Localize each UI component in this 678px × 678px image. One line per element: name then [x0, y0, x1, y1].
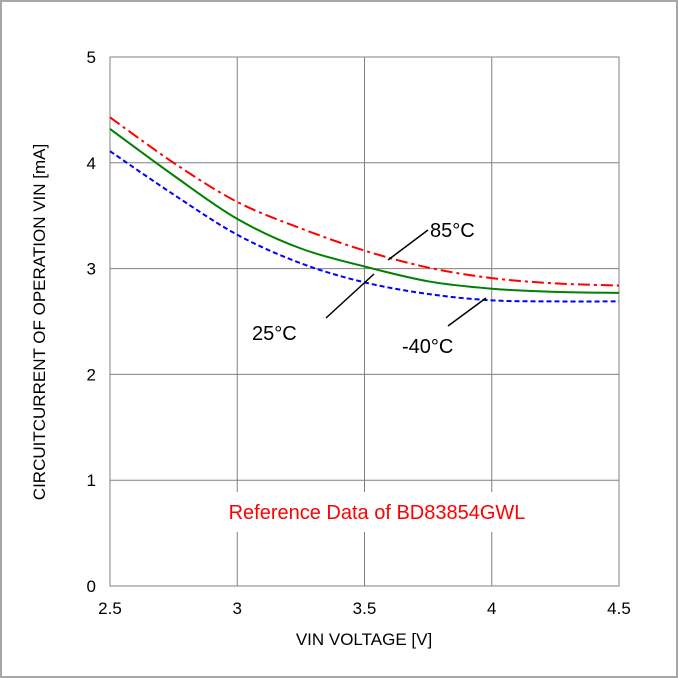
- annotation-leader-85c: [387, 229, 429, 261]
- series-line-25c: [109, 128, 620, 294]
- x-tick-labels: 2.5 3 3.5 4 4.5: [98, 599, 631, 618]
- annotation-85c: 85°C: [430, 220, 475, 242]
- x-axis-title: VIN VOLTAGE [V]: [296, 630, 432, 649]
- x-tick-label: 2.5: [98, 599, 122, 618]
- series-layer: [109, 116, 620, 303]
- series-line-minus40c: [109, 150, 620, 303]
- annotation-leader-25c: [325, 273, 375, 319]
- y-tick-label: 2: [87, 365, 96, 384]
- annotation-leader-minus40c: [447, 297, 487, 327]
- annotation-minus40c: -40°C: [402, 336, 453, 358]
- reference-label: Reference Data of BD83854GWL: [229, 502, 526, 524]
- y-tick-label: 3: [87, 260, 96, 279]
- y-tick-label: 1: [87, 471, 96, 490]
- series-line-85c: [109, 116, 620, 287]
- x-tick-label: 4.5: [607, 599, 631, 618]
- y-tick-labels: 0 1 2 3 4 5: [87, 48, 96, 596]
- x-tick-label: 3.5: [353, 599, 377, 618]
- x-tick-label: 3: [233, 599, 242, 618]
- y-axis-title: CIRCUITCURRENT OF OPERATION VIN [mA]: [30, 144, 49, 500]
- y-tick-label: 0: [87, 577, 96, 596]
- reference-label-bg: [196, 492, 558, 532]
- x-tick-label: 4: [487, 599, 496, 618]
- plot-area: [109, 56, 620, 587]
- y-tick-label: 5: [87, 48, 96, 67]
- annotation-25c: 25°C: [252, 323, 297, 345]
- y-tick-label: 4: [87, 154, 96, 173]
